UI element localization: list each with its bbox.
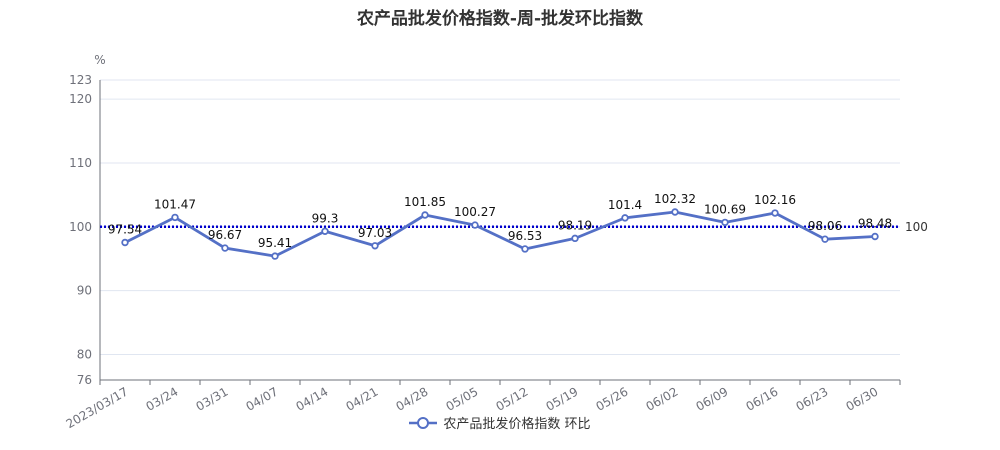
y-tick-label: 123 (69, 73, 92, 87)
data-label: 98.06 (808, 219, 842, 233)
data-point (221, 244, 229, 252)
x-tick-label: 04/21 (344, 384, 381, 413)
data-point (521, 245, 529, 253)
series-group (121, 208, 879, 260)
data-point (671, 208, 679, 216)
data-point (821, 235, 829, 243)
data-label: 100.69 (704, 202, 746, 216)
data-label: 101.85 (404, 195, 446, 209)
x-tick-label: 05/12 (494, 384, 531, 413)
y-tick-label: 90 (77, 284, 92, 298)
x-tick-label: 06/23 (794, 384, 831, 413)
x-tick-label: 06/09 (694, 384, 731, 413)
data-label: 101.47 (154, 197, 196, 211)
data-point (871, 232, 879, 241)
data-point (471, 221, 479, 229)
data-point (421, 211, 429, 219)
data-label: 99.3 (312, 211, 339, 225)
reference-line-label: 100 (905, 220, 928, 234)
x-tick-label: 04/07 (244, 384, 281, 413)
series-line (124, 210, 876, 258)
data-label: 102.32 (654, 192, 696, 206)
x-tick-label: 06/02 (644, 384, 681, 413)
x-tick-label: 03/31 (194, 384, 231, 413)
grid-lines (100, 79, 900, 355)
y-tick-label: 76 (77, 373, 92, 387)
data-label: 100.27 (454, 205, 496, 219)
data-point (171, 213, 179, 222)
x-tick-label: 06/16 (744, 384, 781, 413)
x-tick-label: 05/05 (444, 384, 481, 413)
data-labels: 97.54 101.47 96.67 95.41 99.3 97.03 101.85 100.… (108, 192, 892, 250)
data-point (771, 209, 779, 217)
reference-line-group: 100 (100, 220, 928, 234)
y-tick-label: 80 (77, 347, 92, 361)
y-tick-label: 120 (69, 92, 92, 106)
data-point (371, 242, 379, 250)
x-tick-label: 05/19 (544, 384, 581, 413)
x-tick-label: 03/24 (144, 384, 181, 413)
legend[interactable]: 农产品批发价格指数 环比 (0, 413, 1000, 434)
data-point (121, 238, 129, 247)
data-label: 97.03 (358, 226, 392, 240)
data-label: 96.53 (508, 229, 542, 243)
data-point (321, 227, 329, 235)
data-label: 96.67 (208, 228, 242, 242)
data-point (721, 218, 729, 227)
data-label: 98.48 (858, 217, 892, 231)
data-label: 101.4 (608, 198, 642, 212)
data-point (271, 252, 279, 260)
legend-marker-icon (409, 416, 438, 429)
data-point (621, 214, 629, 222)
x-tick-label: 04/14 (294, 384, 331, 413)
data-label: 102.16 (754, 193, 796, 207)
y-tick-label: 100 (69, 220, 92, 234)
x-tick-label: 05/26 (594, 384, 631, 413)
x-tick-label: 06/30 (844, 384, 881, 413)
x-tick-label: 04/28 (394, 384, 431, 413)
data-point (571, 234, 579, 243)
chart-title: 农产品批发价格指数-周-批发环比指数 (356, 9, 644, 29)
y-axis-unit: % (94, 53, 105, 67)
data-label: 97.54 (108, 223, 142, 237)
data-label: 95.41 (258, 236, 292, 250)
y-tick-label: 110 (69, 156, 92, 170)
legend-label: 农产品批发价格指数 环比 (443, 417, 591, 432)
data-label: 98.19 (558, 218, 592, 232)
